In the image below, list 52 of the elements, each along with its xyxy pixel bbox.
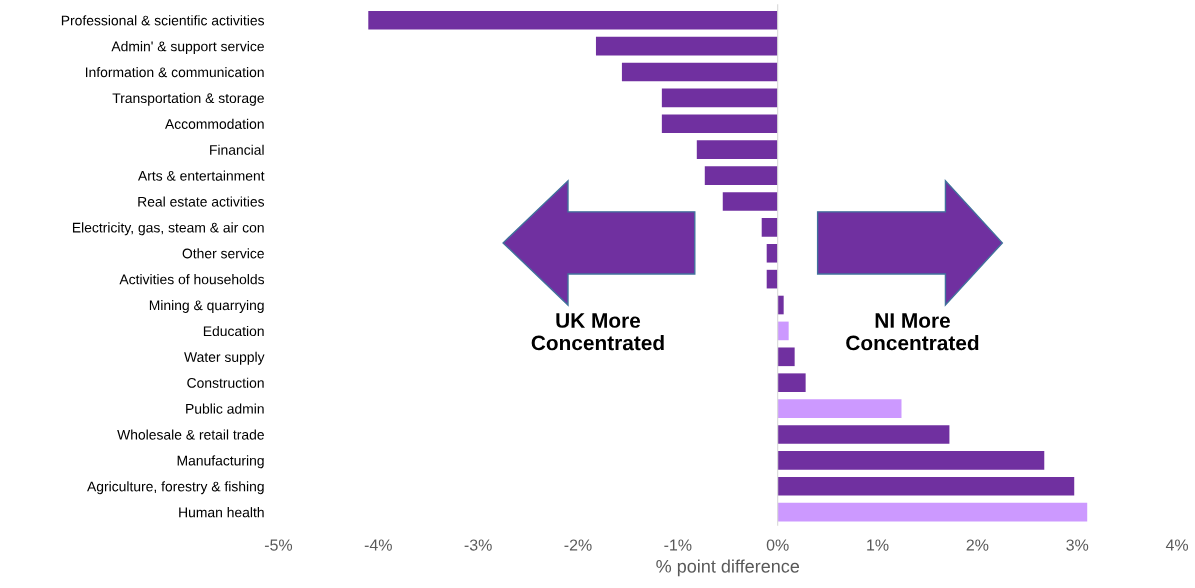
x-tick-label: -3% bbox=[464, 539, 492, 551]
bar bbox=[761, 218, 778, 237]
y-tick-label: Education bbox=[203, 325, 264, 337]
y-tick-label: Transportation & storage bbox=[112, 92, 264, 106]
y-tick-label: Electricity, gas, steam & air con bbox=[72, 222, 264, 236]
bar bbox=[696, 140, 778, 160]
bar bbox=[777, 321, 789, 341]
bar bbox=[595, 36, 778, 56]
x-tick-label: -5% bbox=[264, 539, 293, 551]
y-tick-label: Manufacturing bbox=[177, 455, 264, 469]
y-tick-label: Information & communication bbox=[85, 66, 264, 78]
bar bbox=[777, 373, 806, 393]
bar bbox=[368, 10, 778, 30]
y-tick-label: Arts & entertainment bbox=[137, 170, 265, 181]
bar bbox=[704, 166, 778, 185]
bar bbox=[777, 502, 1088, 522]
bar bbox=[621, 62, 778, 82]
y-tick-label: Activities of households bbox=[119, 274, 265, 285]
y-tick-label: Accommodation bbox=[165, 118, 264, 129]
y-tick-label: Construction bbox=[187, 377, 264, 388]
annotation: NI More Concentrated bbox=[846, 313, 979, 351]
y-tick-label: Human health bbox=[179, 507, 264, 518]
x-tick-label: 2% bbox=[966, 539, 989, 551]
y-tick-label: Real estate activities bbox=[138, 196, 265, 207]
y-tick-label: Public admin bbox=[186, 403, 264, 414]
bar bbox=[722, 192, 778, 211]
x-tick-label: -1% bbox=[664, 539, 692, 551]
bar bbox=[777, 425, 950, 444]
x-tick-label: 1% bbox=[867, 539, 889, 551]
y-tick-label: Professional & scientific activities bbox=[61, 15, 265, 26]
bar bbox=[661, 114, 778, 134]
annotation: UK More Concentrated bbox=[531, 313, 664, 351]
bar bbox=[777, 476, 1075, 496]
y-tick-label: Water supply bbox=[184, 351, 265, 365]
y-tick-label: Wholesale & retail trade bbox=[117, 429, 264, 440]
y-tick-label: Mining & quarrying bbox=[149, 299, 264, 313]
y-tick-label: Agriculture, forestry & fishing bbox=[87, 481, 264, 495]
y-tick-label: Admin' & support service bbox=[111, 41, 264, 55]
bar bbox=[777, 295, 784, 315]
x-tick-label: 0% bbox=[766, 539, 789, 551]
x-tick-label: -2% bbox=[564, 539, 592, 551]
y-tick-label: Other service bbox=[182, 248, 264, 259]
bar bbox=[777, 399, 902, 418]
x-tick-label: 4% bbox=[1165, 539, 1189, 551]
bar bbox=[661, 88, 778, 108]
y-tick-label: Financial bbox=[210, 144, 264, 155]
bar bbox=[766, 243, 778, 263]
x-tick-label: -4% bbox=[364, 539, 392, 551]
x-axis-title: % point difference bbox=[656, 559, 800, 577]
bar bbox=[777, 347, 795, 367]
bar bbox=[777, 451, 1045, 470]
x-tick-label: 3% bbox=[1066, 539, 1089, 551]
